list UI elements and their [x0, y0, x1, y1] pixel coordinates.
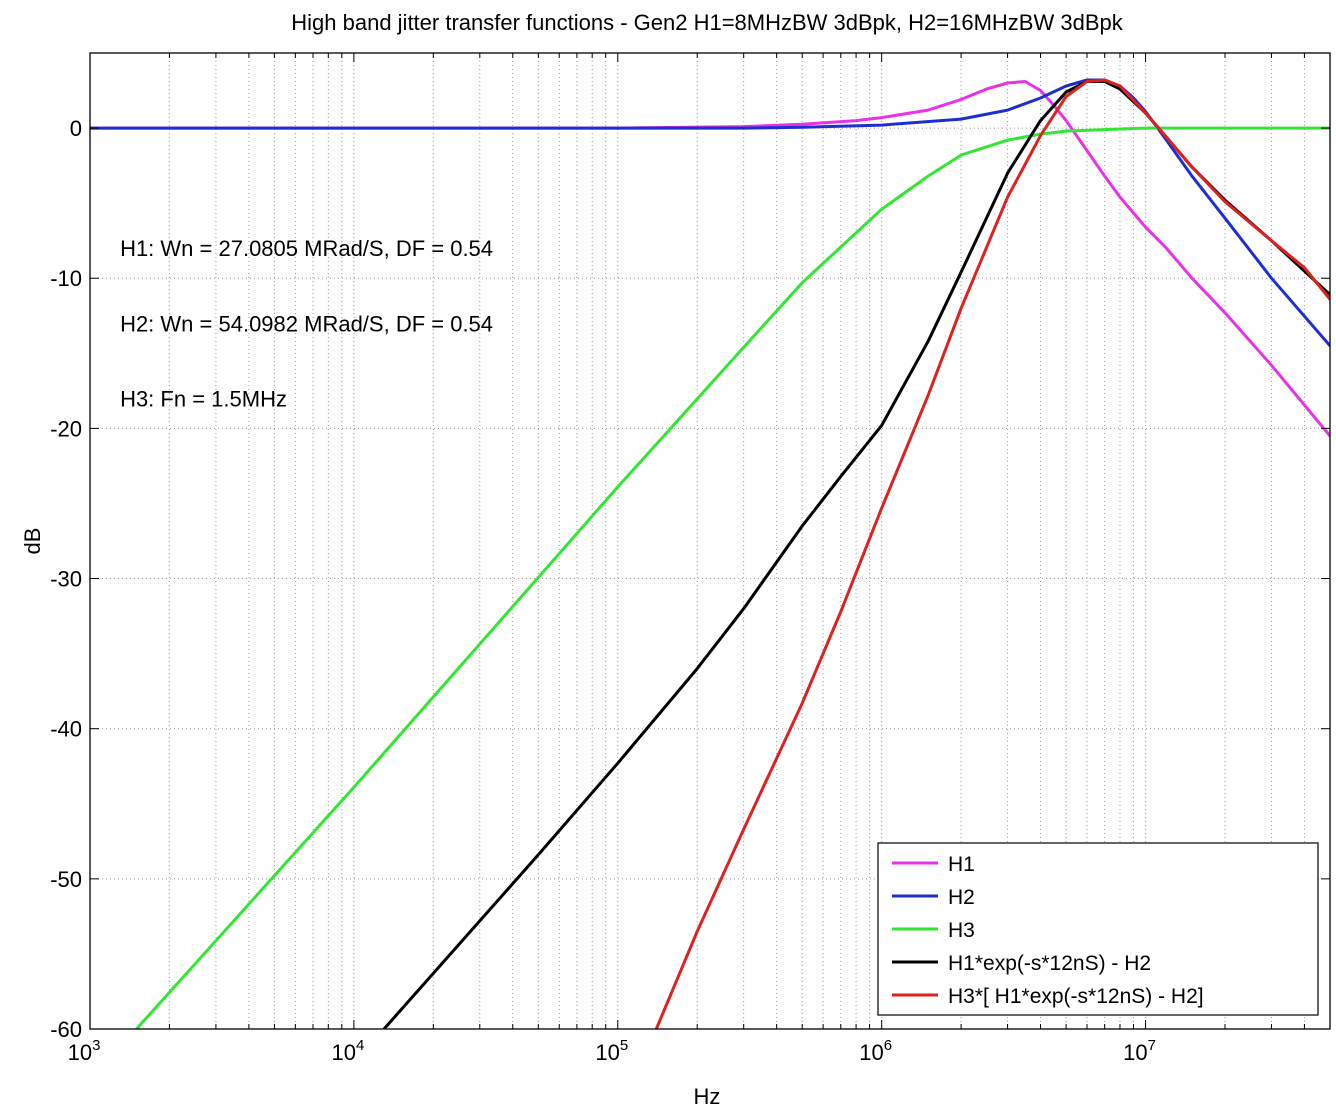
x-axis-label: Hz	[694, 1084, 721, 1109]
legend-label: H1	[948, 853, 975, 876]
grid	[90, 53, 1330, 1029]
x-tick-label: 103	[68, 1037, 101, 1065]
x-tick-label: 105	[595, 1037, 628, 1065]
y-tick-label: -20	[50, 416, 82, 441]
y-tick-label: -30	[50, 567, 82, 592]
annotation-1: H1: Wn = 27.0805 MRad/S, DF = 0.54	[120, 236, 493, 261]
y-tick-label: -10	[50, 266, 82, 291]
series-line-5	[654, 78, 1330, 1029]
series-line-1	[90, 80, 1330, 438]
chart-title: High band jitter transfer functions - Ge…	[291, 10, 1123, 35]
x-tick-label: 107	[1123, 1037, 1156, 1065]
y-tick-label: -60	[50, 1017, 82, 1042]
ticks: 103 104 105 106 107 0 -10 -20 -30 -40 -50 -60	[50, 53, 1331, 1065]
annotation-3: H3: Fn = 1.5MHz	[120, 386, 287, 411]
series-line-2	[90, 78, 1330, 348]
x-tick-label: 106	[859, 1037, 892, 1065]
legend-box	[877, 842, 1319, 1016]
y-tick-label: 0	[70, 116, 82, 141]
y-axis-label: dB	[20, 528, 45, 555]
legend-label: H2	[948, 886, 975, 909]
series-line-3	[134, 126, 1330, 1029]
series-layer	[90, 78, 1330, 1029]
y-tick-label: -40	[50, 717, 82, 742]
legend-label: H3*[ H1*exp(-s*12nS) - H2]	[948, 985, 1204, 1008]
legend-label: H1*exp(-s*12nS) - H2	[948, 952, 1151, 975]
legend: H1 H2 H3 H1*exp(-s*12nS) - H2 H3*[ H1*exp(-s…	[877, 842, 1319, 1016]
x-tick-label: 104	[331, 1037, 364, 1065]
annotation-2: H2: Wn = 54.0982 MRad/S, DF = 0.54	[120, 311, 493, 336]
plot-frame	[89, 52, 1331, 1030]
legend-label: H3	[948, 919, 975, 942]
y-tick-label: -50	[50, 867, 82, 892]
annotations: H1: Wn = 27.0805 MRad/S, DF = 0.54 H2: Wn…	[120, 236, 493, 411]
